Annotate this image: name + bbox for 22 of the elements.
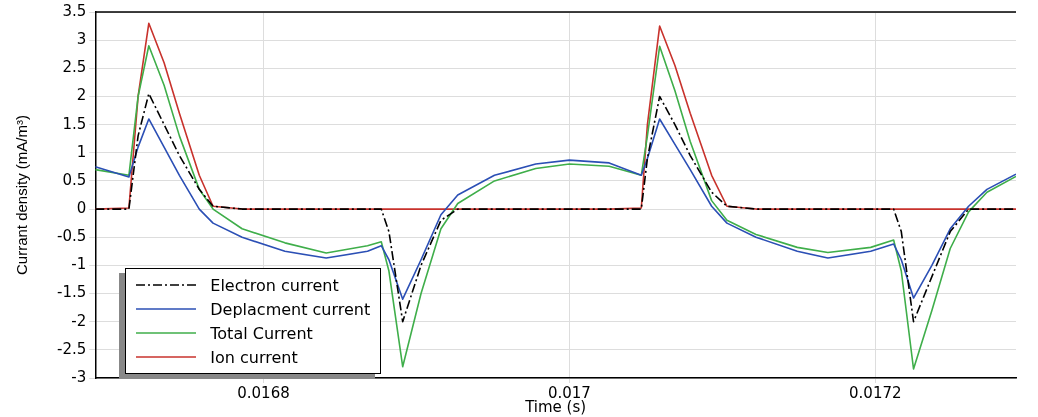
y-tick-label: 2 <box>76 86 87 105</box>
legend-label: Electron current <box>210 275 339 295</box>
legend-label: Ion current <box>210 347 298 367</box>
y-tick-label: 0.5 <box>62 170 87 189</box>
x-tick-label: 0.0172 <box>849 383 902 402</box>
y-tick-label: -2.5 <box>56 339 87 358</box>
legend-label: Total Current <box>210 323 313 343</box>
y-tick-label: -0.5 <box>56 227 87 246</box>
y-tick-label: -2 <box>71 311 87 330</box>
y-tick-label: 1.5 <box>62 114 87 133</box>
y-tick-label: 1 <box>76 142 87 161</box>
y-tick-label: -3 <box>71 367 87 386</box>
y-tick-label: 0 <box>76 198 87 217</box>
x-tick-label: 0.0168 <box>237 383 290 402</box>
y-tick-label: -1.5 <box>56 283 87 302</box>
x-axis-title: Time (s) <box>524 397 587 416</box>
y-tick-label: 3 <box>76 30 87 49</box>
y-axis-title: Currant density (mA/m³) <box>13 114 31 276</box>
y-tick-label: -1 <box>71 255 87 274</box>
y-tick-label: 2.5 <box>62 58 87 77</box>
y-tick-label: 3.5 <box>62 1 87 20</box>
legend-label: Deplacment current <box>210 299 371 319</box>
